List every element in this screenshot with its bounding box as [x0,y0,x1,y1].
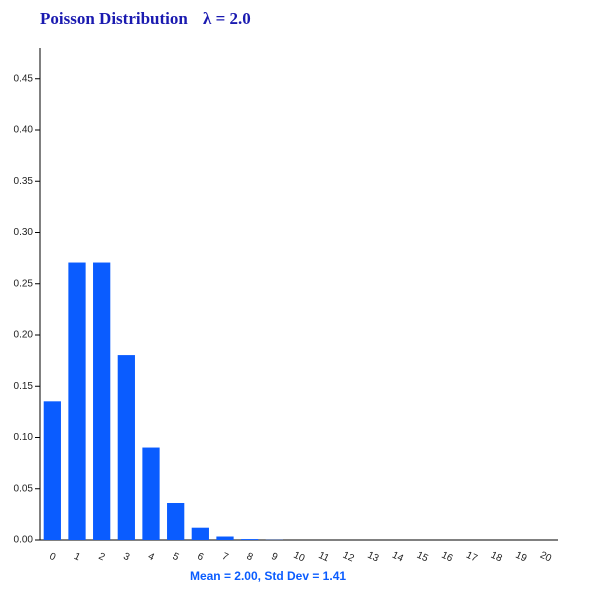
y-tick-label: 0.10 [14,432,34,443]
y-tick-label: 0.20 [14,330,34,341]
y-tick-label: 0.35 [14,176,34,187]
y-tick-label: 0.00 [14,535,34,546]
bar [68,262,86,540]
bar [241,539,259,540]
x-tick-label: 7 [220,551,230,564]
x-tick-label: 19 [514,550,529,565]
y-tick-label: 0.25 [14,278,34,289]
x-tick-label: 3 [121,551,131,564]
bar [216,536,234,540]
x-tick-label: 13 [366,550,381,565]
x-tick-label: 6 [195,551,205,564]
x-tick-label: 18 [489,550,504,565]
y-tick-label: 0.15 [14,381,34,392]
bar [117,355,135,540]
x-tick-label: 9 [269,551,279,564]
x-axis-label: Mean = 2.00, Std Dev = 1.41 [190,569,346,583]
bar [43,401,61,540]
x-tick-label: 16 [440,550,455,565]
x-tick-label: 10 [292,550,307,565]
x-tick-label: 17 [464,550,479,565]
y-tick-label: 0.30 [14,227,34,238]
x-tick-label: 1 [72,551,82,564]
bar [93,262,111,540]
x-tick-label: 4 [146,551,156,564]
x-tick-label: 5 [171,551,181,564]
chart-title: Poisson Distribution [40,9,188,28]
y-tick-label: 0.05 [14,483,34,494]
parameter-label: λ = 2.0 [203,9,251,28]
x-tick-label: 20 [538,550,553,565]
x-tick-label: 12 [341,550,356,565]
x-tick-label: 8 [245,551,255,564]
bar [167,502,185,540]
x-tick-label: 0 [47,551,57,564]
x-tick-label: 2 [97,551,107,564]
x-tick-label: 11 [317,550,331,565]
bar [191,527,209,540]
y-tick-label: 0.45 [14,73,34,84]
y-tick-label: 0.40 [14,125,34,136]
x-tick-label: 14 [390,550,405,565]
x-tick-label: 15 [415,550,430,565]
bar [142,447,160,540]
